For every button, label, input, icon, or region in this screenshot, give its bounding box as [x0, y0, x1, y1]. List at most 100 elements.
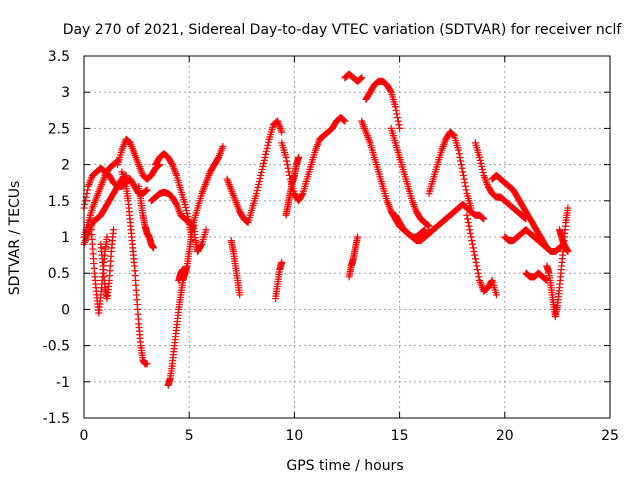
x-tick-label: 10	[285, 428, 303, 444]
y-tick-label: -1	[56, 375, 70, 391]
series-arc-14	[223, 117, 286, 227]
axis-layer: 0 5 10 15 20 25 -1.5 -1 -0.5 0 0.5 1 1.5 2 2.5 3 3.5	[43, 49, 619, 444]
y-tick-label: 3	[61, 85, 70, 101]
series-arc-28	[488, 171, 568, 255]
x-axis-label: GPS time / hours	[286, 458, 403, 474]
data-point	[466, 226, 474, 234]
marker-layer	[80, 70, 572, 389]
data-point	[197, 241, 205, 249]
data-point	[475, 273, 483, 281]
data-point	[298, 191, 306, 199]
data-point	[264, 141, 272, 149]
plot-frame	[83, 55, 611, 419]
y-axis-label: SDTVAR / TECUs	[7, 181, 23, 296]
series-arc-23	[387, 124, 433, 230]
data-point	[396, 124, 404, 132]
data-point	[469, 240, 477, 248]
y-tick-label: 3.5	[48, 49, 70, 65]
data-point	[393, 114, 401, 122]
series-arc-18	[282, 153, 303, 219]
y-tick-label: 1.5	[48, 194, 70, 210]
data-point	[262, 150, 270, 158]
data-point	[358, 74, 366, 82]
series-arc-16	[271, 258, 286, 303]
data-point	[479, 168, 487, 176]
data-point	[458, 164, 466, 172]
data-point	[473, 266, 481, 274]
data-point	[424, 222, 432, 230]
series-arc-15	[227, 237, 244, 299]
data-point	[468, 237, 476, 245]
data-point	[456, 153, 464, 161]
series-arc-13	[189, 143, 227, 227]
data-point	[261, 153, 269, 161]
data-point	[395, 121, 403, 129]
data-point	[386, 87, 394, 95]
data-point	[278, 258, 286, 266]
data-point	[471, 251, 479, 259]
data-point	[425, 222, 433, 230]
y-tick-label: 2	[61, 158, 70, 174]
data-point	[184, 216, 192, 224]
data-point	[455, 146, 463, 154]
data-point	[81, 200, 89, 208]
y-tick-label: 2.5	[48, 121, 70, 137]
data-point	[467, 233, 475, 241]
data-point	[262, 147, 270, 155]
data-point	[236, 291, 244, 299]
data-point	[457, 161, 465, 169]
data-point	[341, 117, 349, 125]
data-point	[257, 171, 265, 179]
y-tick-label: 0	[61, 302, 70, 318]
data-point	[278, 128, 286, 136]
data-point	[253, 190, 261, 198]
data-point	[109, 226, 117, 234]
data-point	[459, 171, 467, 179]
data-point	[464, 219, 472, 227]
data-point	[184, 212, 192, 220]
data-point	[182, 206, 190, 214]
series-arc-19	[341, 70, 366, 85]
data-point	[460, 175, 468, 183]
data-point	[284, 164, 292, 172]
data-point	[421, 226, 429, 234]
data-point	[492, 291, 500, 299]
data-point	[259, 162, 267, 170]
data-point	[547, 247, 555, 255]
data-point	[449, 130, 457, 138]
data-point	[474, 269, 482, 277]
data-point	[253, 187, 261, 195]
data-point	[478, 162, 486, 170]
data-point	[181, 200, 189, 208]
data-point	[172, 199, 180, 207]
data-point	[84, 186, 92, 194]
data-point	[476, 156, 484, 164]
data-point	[420, 226, 428, 234]
data-point	[487, 278, 495, 286]
data-point	[255, 181, 263, 189]
data-point	[219, 143, 227, 150]
data-point	[463, 211, 471, 219]
data-point	[182, 203, 190, 211]
data-point	[282, 153, 290, 161]
data-point	[419, 227, 427, 235]
data-point	[258, 165, 266, 173]
data-point	[283, 161, 291, 169]
data-point	[424, 221, 432, 229]
x-tick-label: 15	[391, 428, 409, 444]
series-arc-09	[135, 182, 157, 252]
x-tick-label: 20	[496, 428, 514, 444]
data-point	[391, 103, 399, 111]
data-point	[564, 204, 572, 212]
data-point	[478, 214, 486, 222]
data-point	[264, 138, 272, 146]
data-point	[564, 247, 572, 255]
data-point	[260, 156, 268, 164]
series-arc-32	[556, 226, 572, 255]
data-point	[142, 187, 150, 195]
data-point	[202, 226, 210, 234]
data-point	[477, 159, 485, 167]
data-point	[393, 110, 401, 118]
data-point	[469, 244, 477, 252]
